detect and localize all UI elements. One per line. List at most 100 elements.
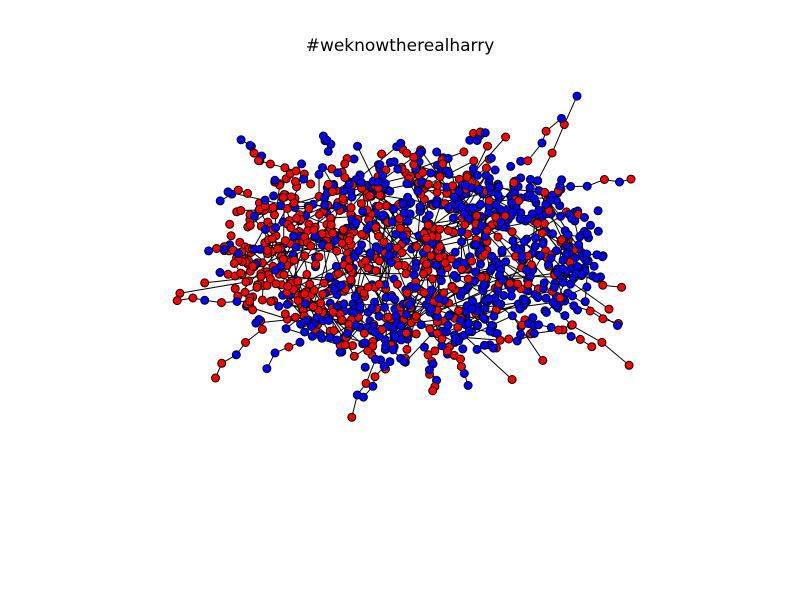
graph-node xyxy=(575,334,585,344)
graph-node xyxy=(385,186,395,196)
graph-node xyxy=(262,364,272,374)
graph-node xyxy=(463,274,473,284)
graph-node xyxy=(438,159,448,169)
graph-node xyxy=(474,184,484,194)
graph-node xyxy=(451,334,460,343)
graph-node xyxy=(276,201,286,211)
graph-node xyxy=(478,313,488,322)
graph-node xyxy=(188,293,198,303)
graph-node xyxy=(486,153,496,163)
graph-node xyxy=(340,173,350,182)
graph-node xyxy=(592,250,602,260)
graph-node xyxy=(449,192,459,202)
graph-node xyxy=(507,198,516,208)
graph-node xyxy=(332,246,342,256)
graph-node xyxy=(540,187,550,197)
graph-node xyxy=(344,236,354,245)
graph-node xyxy=(248,262,258,271)
graph-node xyxy=(624,360,634,370)
graph-node xyxy=(401,269,411,279)
graph-node xyxy=(444,311,454,321)
graph-node xyxy=(587,342,597,352)
graph-node xyxy=(433,181,442,190)
graph-node xyxy=(358,206,368,216)
graph-node xyxy=(480,340,489,350)
graph-node xyxy=(329,285,339,295)
graph-node xyxy=(416,201,425,211)
graph-node xyxy=(568,291,577,301)
graph-node xyxy=(236,206,246,215)
graph-node xyxy=(286,223,296,233)
graph-node xyxy=(349,351,359,361)
graph-node xyxy=(388,345,398,355)
graph-node xyxy=(255,244,265,254)
graph-node xyxy=(419,342,429,352)
graph-node xyxy=(245,220,255,230)
graph-node xyxy=(534,320,543,330)
graph-node xyxy=(411,311,421,321)
graph-node xyxy=(494,182,504,192)
graph-node xyxy=(529,194,539,204)
graph-node xyxy=(423,350,433,360)
graph-node xyxy=(450,247,460,257)
graph-node xyxy=(582,249,592,259)
graph-node xyxy=(488,343,498,353)
graph-node xyxy=(223,187,233,197)
graph-node xyxy=(371,354,380,364)
graph-node xyxy=(251,318,261,328)
graph-node xyxy=(300,251,310,261)
graph-node xyxy=(245,140,255,150)
graph-node xyxy=(523,156,533,166)
graph-node xyxy=(350,292,360,302)
graph-node xyxy=(491,200,501,210)
graph-node xyxy=(430,346,440,356)
graph-node xyxy=(554,325,564,335)
graph-node xyxy=(306,241,316,251)
graph-node xyxy=(536,251,546,261)
graph-node xyxy=(435,224,445,234)
graph-node xyxy=(484,196,494,206)
graph-node xyxy=(443,320,453,330)
graph-node xyxy=(282,299,292,309)
graph-node xyxy=(396,335,406,345)
graph-node xyxy=(597,337,607,347)
graph-node xyxy=(300,327,310,337)
graph-node xyxy=(519,237,529,246)
graph-node xyxy=(293,276,303,286)
graph-node xyxy=(494,271,504,281)
graph-node xyxy=(359,288,369,298)
graph-node xyxy=(493,232,503,242)
graph-node xyxy=(426,285,436,295)
graph-node xyxy=(448,213,458,223)
graph-node xyxy=(626,174,636,184)
graph-node xyxy=(374,201,384,211)
graph-node xyxy=(585,306,595,316)
graph-node xyxy=(410,263,420,273)
graph-node xyxy=(326,220,336,230)
graph-node xyxy=(280,309,290,319)
graph-node xyxy=(215,268,225,277)
graph-node xyxy=(459,147,469,157)
graph-node xyxy=(332,335,342,345)
graph-node xyxy=(440,258,450,268)
graph-node xyxy=(604,304,614,314)
graph-node xyxy=(404,300,414,310)
graph-node xyxy=(546,253,556,263)
graph-node xyxy=(533,176,543,186)
graph-node xyxy=(308,302,318,311)
graph-node xyxy=(233,249,243,259)
graph-node xyxy=(260,195,270,205)
graph-node xyxy=(411,329,421,339)
graph-node xyxy=(471,240,481,250)
graph-node xyxy=(309,225,319,235)
graph-node xyxy=(424,210,434,220)
graph-node xyxy=(338,194,348,203)
graph-node xyxy=(507,375,517,384)
graph-node xyxy=(435,242,445,251)
graph-node xyxy=(469,156,479,166)
graph-edge xyxy=(475,302,554,314)
graph-node xyxy=(217,298,226,308)
graph-node xyxy=(580,213,589,222)
graph-node xyxy=(279,270,289,280)
